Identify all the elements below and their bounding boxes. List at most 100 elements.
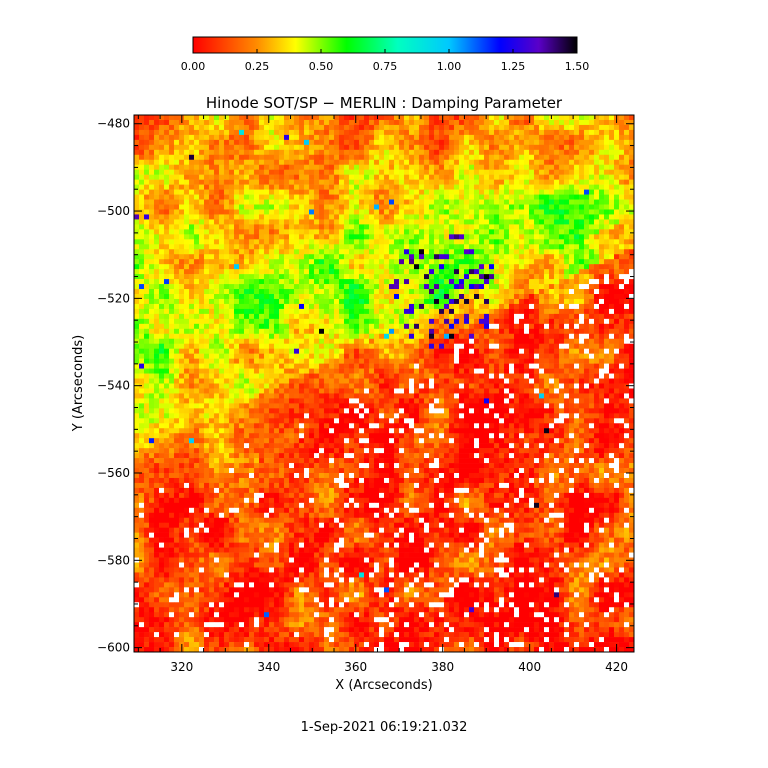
heatmap-cell xyxy=(519,333,525,340)
heatmap-cell xyxy=(174,279,180,285)
heatmap-cell xyxy=(329,139,335,146)
heatmap-cell xyxy=(394,219,400,225)
heatmap-cell xyxy=(589,224,595,230)
heatmap-cell xyxy=(384,264,390,270)
heatmap-cell xyxy=(609,308,615,315)
heatmap-cell xyxy=(364,119,370,126)
heatmap-cell xyxy=(364,284,370,290)
heatmap-cell xyxy=(349,343,355,349)
heatmap-cell xyxy=(284,224,290,230)
heatmap-cell xyxy=(534,338,540,345)
heatmap-cell xyxy=(229,239,235,245)
heatmap-cell xyxy=(244,333,250,340)
heatmap-cell xyxy=(149,294,155,300)
heatmap-cell xyxy=(584,214,590,220)
heatmap-cell xyxy=(349,244,355,250)
heatmap-cell xyxy=(189,199,195,205)
heatmap-cell xyxy=(239,289,245,295)
heatmap-cell xyxy=(469,308,475,315)
heatmap-cell xyxy=(274,184,280,190)
heatmap-cell xyxy=(454,199,460,205)
heatmap-cell xyxy=(494,219,500,225)
heatmap-cell xyxy=(199,269,205,275)
heatmap-cell xyxy=(369,214,375,220)
heatmap-cell xyxy=(244,338,250,345)
heatmap-cell xyxy=(469,244,475,250)
heatmap-cell xyxy=(334,294,340,300)
heatmap-cell xyxy=(609,303,615,310)
heatmap-cell xyxy=(359,204,365,210)
heatmap-cell xyxy=(384,124,390,131)
heatmap-cell xyxy=(444,194,450,200)
heatmap-cell xyxy=(369,284,375,290)
heatmap-cell xyxy=(394,144,400,151)
heatmap-cell xyxy=(554,154,560,161)
heatmap-cell xyxy=(149,328,155,335)
heatmap-cell xyxy=(514,348,520,354)
heatmap-cell xyxy=(614,184,620,190)
heatmap-cell xyxy=(134,174,140,180)
heatmap-cell xyxy=(174,318,180,325)
heatmap-cell xyxy=(524,239,530,245)
heatmap-cell xyxy=(404,164,410,170)
heatmap-cell xyxy=(389,328,395,335)
heatmap-cell xyxy=(574,249,580,255)
heatmap-cell xyxy=(254,184,260,190)
heatmap-cell xyxy=(204,259,210,265)
heatmap-cell xyxy=(479,204,485,210)
heatmap-cell xyxy=(539,169,545,175)
heatmap-cell xyxy=(294,179,300,185)
heatmap-cell xyxy=(149,239,155,245)
heatmap-cell xyxy=(494,139,500,146)
heatmap-cell xyxy=(244,234,250,240)
heatmap-cell xyxy=(564,229,570,235)
heatmap-cell xyxy=(314,164,320,170)
heatmap-cell xyxy=(369,199,375,205)
heatmap-cell xyxy=(469,328,475,335)
heatmap-cell xyxy=(314,358,320,364)
heatmap-cell xyxy=(529,284,535,290)
heatmap-cell xyxy=(419,159,425,166)
heatmap-cell xyxy=(174,234,180,240)
heatmap-cell xyxy=(194,169,200,175)
heatmap-cell xyxy=(334,229,340,235)
heatmap-cell xyxy=(254,244,260,250)
heatmap-cell xyxy=(399,214,405,220)
heatmap-cell xyxy=(374,259,380,265)
heatmap-cell xyxy=(324,174,330,180)
heatmap-cell xyxy=(584,219,590,225)
heatmap-cell xyxy=(299,154,305,161)
heatmap-cell xyxy=(589,328,595,335)
heatmap-cell xyxy=(569,174,575,180)
heatmap-cell xyxy=(134,244,140,250)
heatmap-cell xyxy=(149,194,155,200)
heatmap-cell xyxy=(224,159,230,166)
heatmap-cell xyxy=(224,274,230,280)
heatmap-cell xyxy=(264,239,270,245)
heatmap-cell xyxy=(269,269,275,275)
heatmap-cell xyxy=(289,259,295,265)
heatmap-cell xyxy=(154,204,160,210)
heatmap-cell xyxy=(344,209,350,215)
heatmap-cell xyxy=(524,294,530,300)
heatmap-cell xyxy=(509,343,515,349)
heatmap-cell xyxy=(444,298,450,305)
heatmap-cell xyxy=(239,358,245,364)
heatmap-cell xyxy=(194,343,200,349)
heatmap-cell xyxy=(434,124,440,131)
heatmap-cell xyxy=(434,234,440,240)
heatmap-cell xyxy=(164,254,170,260)
heatmap-cell xyxy=(444,219,450,225)
heatmap-cell xyxy=(434,214,440,220)
heatmap-cell xyxy=(229,189,235,195)
heatmap-cell xyxy=(544,323,550,330)
heatmap-cell xyxy=(229,348,235,354)
heatmap-cell xyxy=(494,294,500,300)
heatmap-cell xyxy=(334,289,340,295)
heatmap-cell xyxy=(149,323,155,330)
heatmap-cell xyxy=(214,149,220,156)
heatmap-cell xyxy=(544,279,550,285)
heatmap-cell xyxy=(459,159,465,166)
heatmap-cell xyxy=(344,244,350,250)
heatmap-cell xyxy=(214,184,220,190)
